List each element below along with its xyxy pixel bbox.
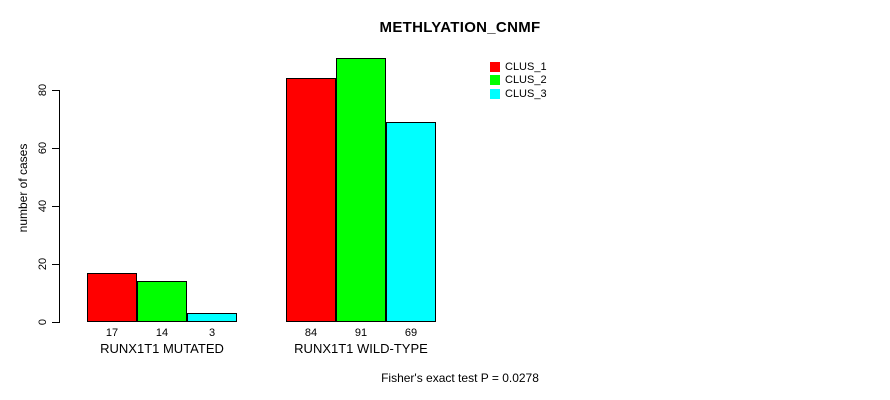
bar-clus_2-group2	[336, 58, 386, 322]
category-label: RUNX1T1 WILD-TYPE	[294, 341, 428, 356]
legend-swatch-clus_3	[490, 88, 500, 99]
bar-clus_3-group2	[386, 121, 436, 322]
y-axis-label: number of cases	[16, 143, 30, 233]
y-tick-mark	[52, 264, 60, 265]
bar-value-label: 3	[208, 327, 216, 339]
y-tick-mark	[52, 206, 60, 207]
legend-label: CLUS_1	[505, 61, 547, 73]
legend-label: CLUS_2	[505, 74, 547, 87]
y-tick-label: 60	[37, 141, 49, 155]
chart-title: METHLYATION_CNMF	[379, 19, 541, 36]
bar-clus_1-group1	[87, 272, 137, 322]
legend-label: CLUS_3	[505, 87, 547, 100]
y-tick-mark	[52, 322, 60, 323]
annotation-text: Fisher's exact test P = 0.0278	[381, 371, 539, 385]
legend-swatch-clus_2	[490, 75, 500, 86]
y-tick-label: 0	[37, 318, 49, 326]
bar-value-label: 91	[354, 327, 368, 339]
bar-value-label: 84	[304, 327, 318, 339]
y-tick-label: 20	[37, 257, 49, 271]
bar-value-label: 17	[105, 327, 119, 339]
y-tick-label: 80	[37, 83, 49, 97]
y-tick-mark	[52, 148, 60, 149]
bar-clus_2-group1	[137, 281, 187, 322]
y-tick-label: 40	[37, 199, 49, 213]
bar-clus_3-group1	[187, 313, 237, 322]
bar-value-label: 14	[155, 327, 169, 339]
legend-swatch-clus_1	[490, 62, 500, 72]
y-tick-mark	[52, 90, 60, 91]
category-label: RUNX1T1 MUTATED	[100, 341, 224, 356]
bar-value-label: 69	[404, 327, 418, 339]
bar-clus_1-group2	[286, 78, 336, 322]
